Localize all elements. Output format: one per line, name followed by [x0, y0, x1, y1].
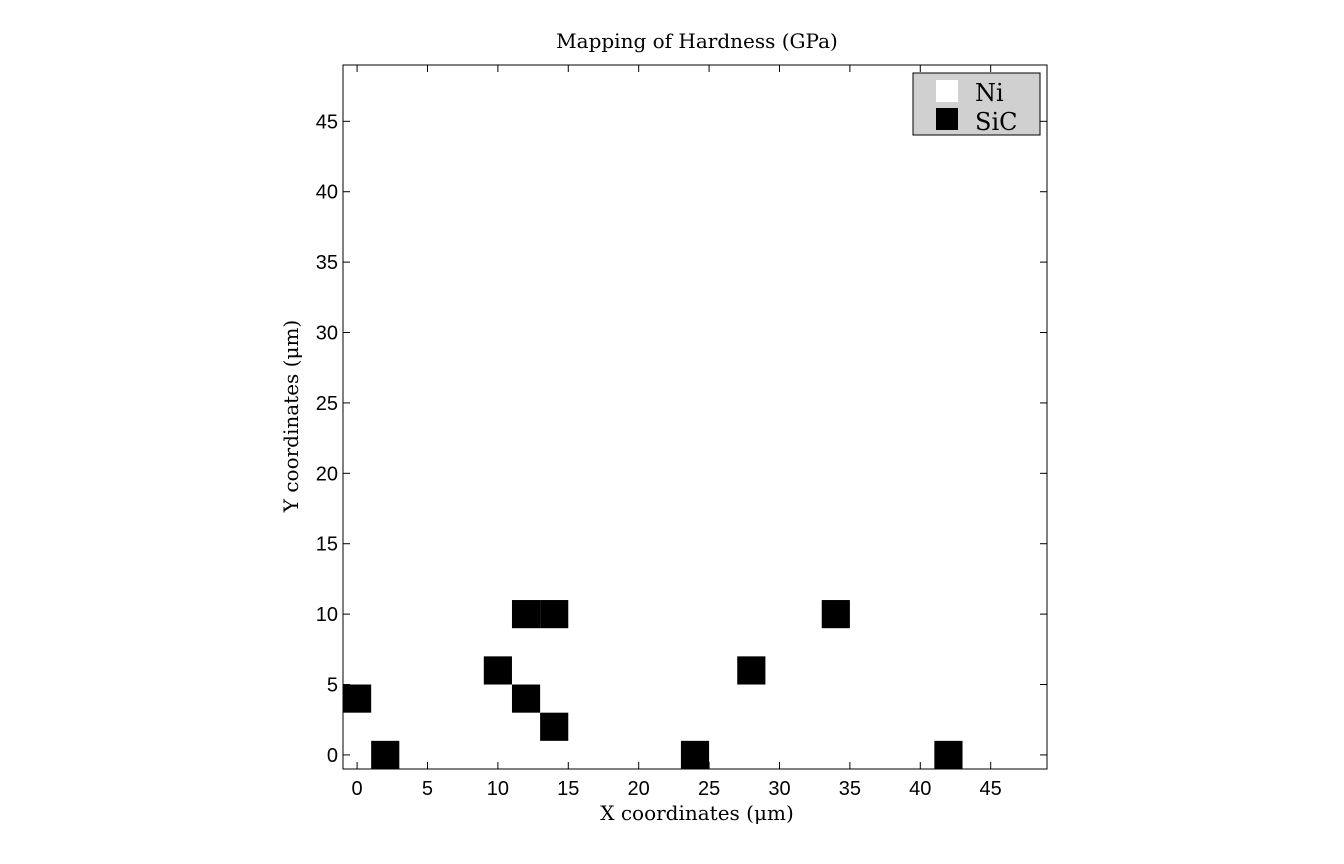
y-tick-label: 20 — [316, 463, 338, 485]
y-tick-label: 45 — [316, 111, 338, 133]
sic-cell — [511, 600, 541, 629]
x-tick-label: 15 — [557, 778, 579, 800]
x-tick-label: 25 — [698, 778, 720, 800]
y-tick-label: 40 — [316, 182, 338, 204]
legend-label-sic: SiC — [975, 108, 1017, 136]
sic-cell — [540, 712, 569, 741]
y-tick-label: 10 — [316, 604, 338, 626]
sic-cell — [821, 600, 850, 629]
sic-cell — [540, 600, 569, 629]
x-axis-ticks: 0 5 10 15 20 25 30 35 40 45 — [352, 65, 1002, 800]
y-tick-label: 5 — [327, 675, 338, 697]
sic-cell — [483, 656, 512, 685]
y-axis-label: Y coordinates (μm) — [279, 320, 303, 513]
legend-swatch-ni — [936, 80, 958, 102]
heatmap-cells — [343, 600, 963, 769]
y-tick-label: 35 — [316, 252, 338, 274]
x-tick-label: 5 — [422, 778, 433, 800]
legend-swatch-sic — [936, 108, 958, 130]
y-tick-label: 0 — [327, 745, 338, 767]
y-tick-label: 30 — [316, 323, 338, 345]
plot-area-frame — [342, 64, 1048, 770]
x-axis-label: X coordinates (μm) — [600, 801, 794, 825]
x-tick-label: 30 — [768, 778, 790, 800]
y-tick-label: 15 — [316, 534, 338, 556]
x-tick-label: 40 — [909, 778, 931, 800]
chart-title: Mapping of Hardness (GPa) — [556, 29, 838, 53]
x-tick-label: 10 — [487, 778, 509, 800]
x-tick-label: 20 — [628, 778, 650, 800]
x-tick-label: 0 — [352, 778, 363, 800]
sic-cell — [680, 740, 710, 769]
legend-label-ni: Ni — [975, 79, 1004, 107]
sic-cell — [511, 684, 541, 713]
sic-cell — [343, 684, 372, 713]
sic-cell — [934, 740, 963, 769]
sic-cell — [371, 740, 400, 769]
sic-cell — [737, 656, 766, 685]
legend-box — [912, 72, 1041, 136]
y-tick-label: 25 — [316, 393, 338, 415]
y-axis-ticks: 0 5 10 15 20 25 30 35 40 45 — [316, 111, 1047, 767]
legend: Ni SiC — [912, 72, 1041, 136]
x-tick-label: 45 — [980, 778, 1002, 800]
x-tick-label: 35 — [839, 778, 861, 800]
